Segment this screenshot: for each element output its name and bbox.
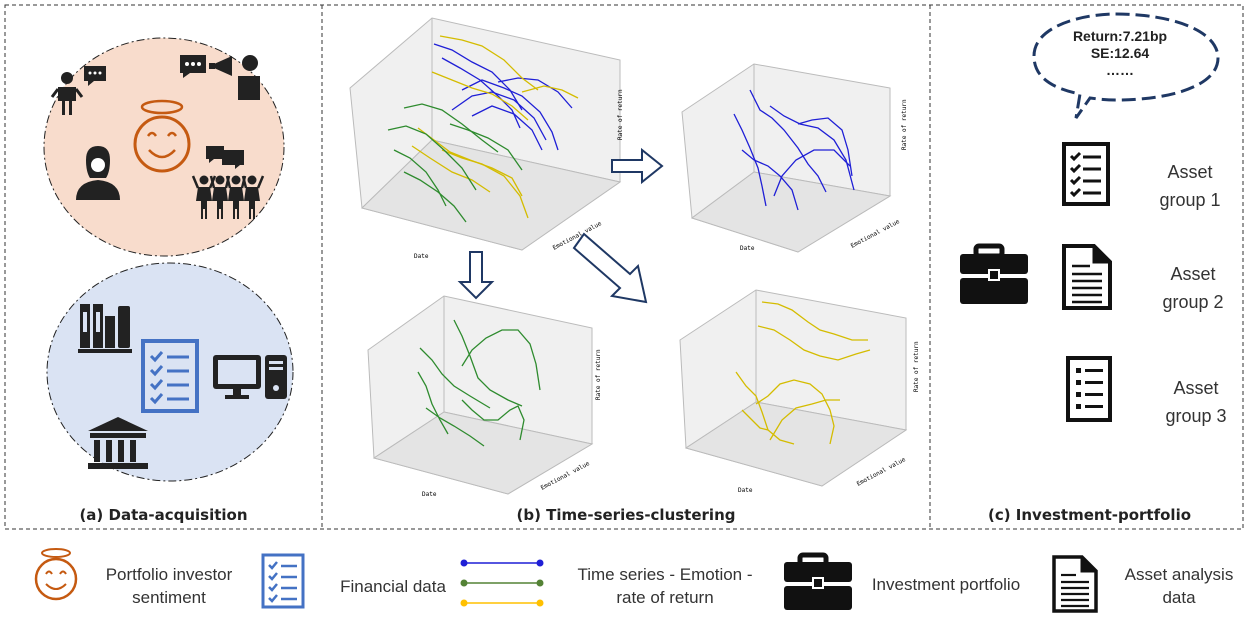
blue-z-label: Emotional value <box>850 218 901 250</box>
blue-cluster-plot <box>681 63 892 253</box>
asset-group-1-label: Asset group 1 <box>1159 162 1221 210</box>
books-icon <box>78 304 132 353</box>
green-cluster-series <box>417 319 541 447</box>
blue-cluster-series <box>733 89 855 211</box>
yellow-cluster-plot <box>679 289 908 487</box>
investment-portfolio-panel <box>960 12 1220 422</box>
yellow-z-label: Emotional value <box>856 456 907 488</box>
arrow-icon <box>457 147 664 304</box>
panel-c-title: (c) Investment-portfolio <box>987 506 1192 524</box>
data-acquisition-panel <box>43 37 294 482</box>
yellow-cluster-series <box>735 301 871 445</box>
briefcase-icon <box>784 552 852 610</box>
bank-icon <box>88 417 148 469</box>
panel-b-title: (b) Time-series-clustering <box>516 506 736 524</box>
megaphone-icon <box>180 55 260 100</box>
legend-timeseries: Time series - Emotion - rate of return <box>577 565 753 607</box>
checklist-icon <box>141 339 199 413</box>
bubble-se: SE:12.64 <box>1090 45 1150 61</box>
speech-bubble <box>1032 12 1220 119</box>
legend-portfolio: Investment portfolio <box>871 575 1021 594</box>
blue-y-label: Rate of return <box>901 99 908 150</box>
asset-group-3-label: Asset group 3 <box>1165 378 1227 426</box>
user-chat-icon <box>50 66 106 115</box>
main-series-yellow <box>411 35 579 219</box>
sentiment-circle <box>43 37 285 257</box>
checklist-icon <box>1062 142 1110 206</box>
main-series-blue <box>433 43 573 151</box>
bubble-text: Return:7.21bp SE:12.64 …… <box>1064 28 1176 79</box>
woman-icon <box>76 146 120 200</box>
legend-sentiment: Portfolio investor sentiment <box>105 565 233 607</box>
yellow-x-label: Date <box>738 487 753 494</box>
blue-x-label: Date <box>740 245 755 252</box>
crowd-icon <box>191 146 265 219</box>
bubble-more: …… <box>1106 62 1134 78</box>
smiley-icon <box>34 548 78 601</box>
main-series-green <box>387 103 523 223</box>
asset-group-2-label: Asset group 2 <box>1162 264 1224 312</box>
list-icon <box>1066 356 1112 422</box>
green-cluster-plot <box>367 295 594 495</box>
checklist-icon <box>261 553 305 609</box>
main-x-label: Date <box>414 253 429 260</box>
computer-icon <box>213 355 287 399</box>
briefcase-icon <box>960 243 1028 304</box>
legend-financial: Financial data <box>340 577 446 596</box>
legend-icons <box>34 548 1098 613</box>
main-y-label: Rate of return <box>617 89 624 140</box>
green-y-label: Rate of return <box>595 349 602 400</box>
bubble-return: Return:7.21bp <box>1072 28 1168 44</box>
legend-asset-data: Asset analysis data <box>1124 565 1234 607</box>
main-3d-plot <box>349 17 622 251</box>
yellow-y-label: Rate of return <box>913 341 920 392</box>
series-lines-icon <box>460 559 544 607</box>
document-icon <box>1062 244 1112 310</box>
time-series-clustering-panel: Date Rate of return Emotional value Date… <box>349 17 920 498</box>
document-icon <box>1052 555 1098 613</box>
smiley-icon <box>133 99 191 173</box>
green-x-label: Date <box>422 491 437 498</box>
panel-a-title: (a) Data-acquisition <box>79 506 248 524</box>
